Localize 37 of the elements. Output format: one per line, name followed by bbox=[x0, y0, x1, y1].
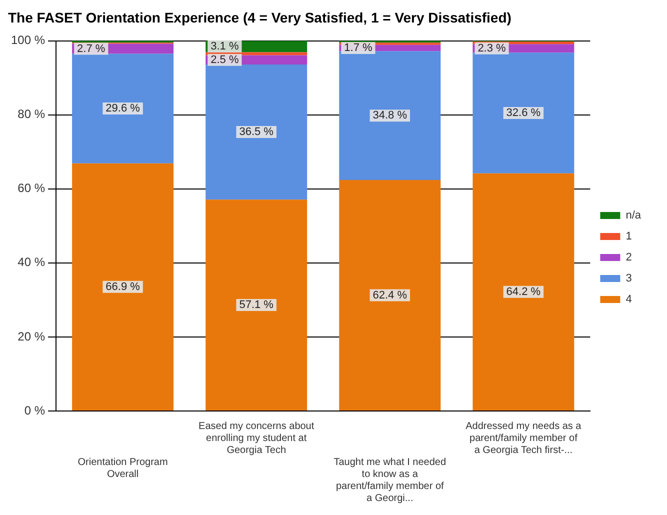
data-label: 62.4 % bbox=[372, 289, 408, 302]
data-label: 2.5 % bbox=[210, 54, 239, 66]
data-label: 2.7 % bbox=[77, 42, 106, 55]
bar bbox=[206, 64, 308, 200]
data-label: 57.1 % bbox=[239, 299, 274, 312]
data-label: 3.1 % bbox=[210, 40, 239, 53]
bar bbox=[339, 51, 441, 180]
bar bbox=[72, 54, 174, 164]
bar bbox=[72, 163, 174, 410]
bar bbox=[472, 173, 574, 410]
data-label: 36.5 % bbox=[239, 126, 274, 138]
legend-label: 2 bbox=[626, 252, 632, 264]
x-tick-label: Addressed my needs as a parent/family member of a Georgia Tech first-... bbox=[466, 420, 582, 456]
y-tick-label: 100 % bbox=[10, 33, 46, 48]
legend-label: 3 bbox=[626, 272, 632, 285]
y-tick-label: 20 % bbox=[18, 329, 46, 344]
data-label: 1.7 % bbox=[344, 42, 372, 54]
y-tick-label: 60 % bbox=[18, 181, 46, 196]
bar bbox=[472, 52, 574, 174]
legend-label: 1 bbox=[626, 230, 632, 243]
bar bbox=[206, 200, 308, 410]
data-label: 32.6 % bbox=[506, 107, 541, 120]
y-tick-label: 40 % bbox=[18, 255, 46, 270]
y-tick-label: 80 % bbox=[18, 107, 46, 122]
data-label: 34.8 % bbox=[372, 110, 408, 122]
data-label: 64.2 % bbox=[506, 286, 541, 298]
data-label: 66.9 % bbox=[106, 280, 140, 293]
bar bbox=[339, 180, 441, 410]
x-tick-label: Eased my concerns about enrolling my student at Georgia Tech bbox=[198, 420, 314, 456]
legend-label: 4 bbox=[626, 294, 632, 306]
legend-label: n/a bbox=[626, 210, 642, 222]
y-tick-label: 0 % bbox=[24, 403, 46, 418]
x-tick-label: Taught me what I needed to know as a parent/family member of a Georgi... bbox=[334, 456, 446, 504]
chart-title: The FASET Orientation Experience (4 = Very Satisfied, 1 = Very Dissatisfied) bbox=[8, 9, 512, 26]
data-label: 29.6 % bbox=[106, 102, 140, 115]
data-label: 2.3 % bbox=[478, 42, 506, 54]
x-tick-label: Orientation Program Overall bbox=[78, 456, 168, 480]
